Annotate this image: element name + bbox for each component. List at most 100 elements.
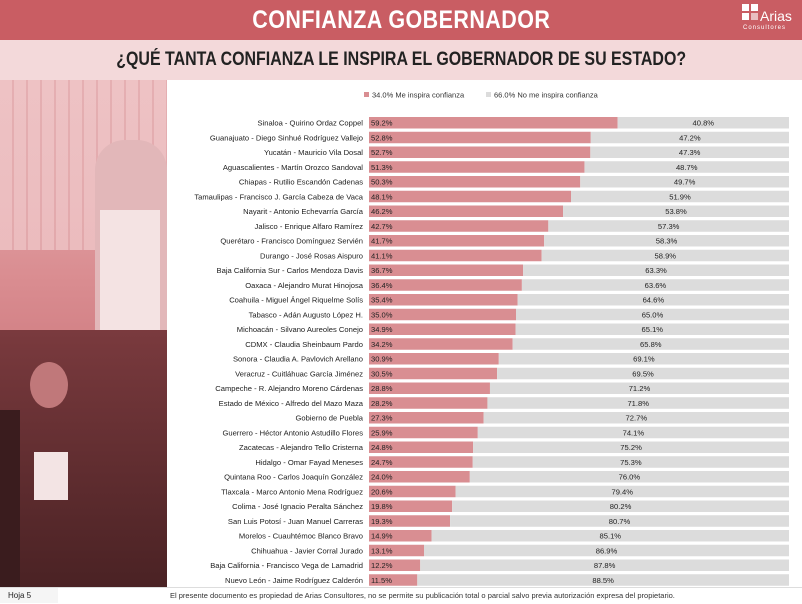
category-label: San Luis Potosí - Juan Manuel Carreras <box>228 517 363 526</box>
bar-no-inspira <box>571 190 789 203</box>
data-label-no-inspira: 85.1% <box>600 532 622 541</box>
bar-no-inspira <box>590 146 789 158</box>
data-label-inspira: 24.7% <box>371 458 393 467</box>
data-label-inspira: 13.1% <box>371 546 393 555</box>
data-label-inspira: 25.9% <box>371 428 393 437</box>
bar-inspira <box>369 530 432 542</box>
bar-no-inspira <box>563 205 789 217</box>
category-label: Morelos - Cuauhtémoc Blanco Bravo <box>239 532 363 541</box>
bar-no-inspira <box>497 367 789 380</box>
data-label-inspira: 34.2% <box>371 340 393 349</box>
legend-label-inspira: 34.0% Me inspira confianza <box>372 91 465 100</box>
category-label: Yucatán - Mauricio Vila Dosal <box>264 148 363 157</box>
data-label-no-inspira: 74.1% <box>623 428 645 437</box>
data-label-no-inspira: 72.7% <box>626 414 648 423</box>
data-label-inspira: 35.0% <box>371 310 393 319</box>
arias-logo: Arias Consultores <box>742 4 794 36</box>
data-label-inspira: 24.0% <box>371 473 393 482</box>
photo-figure <box>100 210 160 330</box>
bar-inspira <box>369 382 490 394</box>
data-label-inspira: 48.1% <box>371 192 393 201</box>
bar-inspira <box>369 294 518 306</box>
data-label-no-inspira: 69.5% <box>632 369 654 378</box>
photo-badge <box>34 452 68 500</box>
data-label-inspira: 28.8% <box>371 384 393 393</box>
data-label-inspira: 59.2% <box>371 119 393 128</box>
category-label: Jalisco - Enrique Alfaro Ramírez <box>255 222 364 231</box>
data-label-no-inspira: 40.8% <box>693 119 715 128</box>
category-label: Veracruz - Cuitláhuac García Jiménez <box>235 369 363 378</box>
data-label-inspira: 52.8% <box>371 133 393 142</box>
copyright-note: El presente documento es propiedad de Ar… <box>170 591 675 600</box>
footer: Hoja 5 El presente documento es propieda… <box>0 587 802 604</box>
bar-inspira <box>369 559 421 571</box>
bar-inspira <box>369 264 524 276</box>
bar-no-inspira <box>469 471 789 483</box>
data-label-no-inspira: 71.2% <box>629 384 651 393</box>
bar-inspira <box>369 500 453 512</box>
bar-no-inspira <box>580 176 789 188</box>
bar-no-inspira <box>512 338 789 350</box>
category-label: Guerrero - Héctor Antonio Astudillo Flor… <box>222 428 363 437</box>
bar-inspira <box>369 190 572 203</box>
bar-no-inspira <box>617 117 789 129</box>
survey-question: ¿QUÉ TANTA CONFIANZA LE INSPIRA EL GOBER… <box>116 49 686 70</box>
bar-inspira <box>369 544 425 557</box>
bar-no-inspira <box>544 235 789 247</box>
data-label-no-inspira: 86.9% <box>596 546 618 555</box>
data-label-no-inspira: 88.5% <box>592 576 614 585</box>
data-label-inspira: 36.7% <box>371 266 393 275</box>
data-label-inspira: 28.2% <box>371 399 393 408</box>
data-label-no-inspira: 63.6% <box>645 281 667 290</box>
data-label-inspira: 41.7% <box>371 237 393 246</box>
bar-no-inspira <box>548 220 789 232</box>
bar-no-inspira <box>455 485 789 498</box>
bar-no-inspira <box>431 530 789 542</box>
page-title: CONFIANZA GOBERNADOR <box>251 5 551 34</box>
bar-inspira <box>369 515 451 527</box>
data-label-no-inspira: 53.8% <box>665 207 687 216</box>
category-label: Nayarit - Antonio Echevarría García <box>243 207 364 216</box>
data-label-no-inspira: 47.2% <box>679 133 701 142</box>
bar-inspira <box>369 161 585 173</box>
bar-inspira <box>369 426 478 439</box>
photo-face <box>30 362 68 408</box>
data-label-inspira: 14.9% <box>371 532 393 541</box>
data-label-inspira: 30.5% <box>371 369 393 378</box>
bar-no-inspira <box>523 264 789 276</box>
bar-no-inspira <box>473 441 789 453</box>
data-label-no-inspira: 76.0% <box>619 473 641 482</box>
logo-subtitle: Consultores <box>743 25 787 31</box>
category-label: Colima - José Ignacio Peralta Sánchez <box>232 502 363 511</box>
bar-inspira <box>369 220 549 232</box>
category-label: Michoacán - Silvano Aureoles Conejo <box>237 325 363 334</box>
data-label-no-inspira: 75.2% <box>620 443 642 452</box>
data-label-no-inspira: 71.8% <box>627 399 649 408</box>
category-label: Chiapas - Rutilio Escandón Cadenas <box>239 178 363 187</box>
category-label: Aguascalientes - Martín Orozco Sandoval <box>223 163 363 172</box>
data-label-inspira: 12.2% <box>371 561 393 570</box>
bar-inspira <box>369 146 591 158</box>
data-label-inspira: 46.2% <box>371 207 393 216</box>
category-label: Baja California - Francisco Vega de Lama… <box>210 561 363 570</box>
bar-no-inspira <box>450 515 789 527</box>
data-label-no-inspira: 75.3% <box>620 458 642 467</box>
bar-no-inspira <box>584 161 789 173</box>
data-label-no-inspira: 65.0% <box>642 310 664 319</box>
bar-no-inspira <box>516 308 789 321</box>
bar-inspira <box>369 456 473 468</box>
bar-inspira <box>369 117 618 129</box>
category-label: Zacatecas - Alejandro Tello Cristerna <box>239 443 364 452</box>
bar-no-inspira <box>472 456 789 468</box>
data-label-no-inspira: 58.9% <box>655 251 677 260</box>
category-label: Nuevo León - Jaime Rodríguez Calderón <box>225 576 363 585</box>
bar-inspira <box>369 205 564 217</box>
bar-no-inspira <box>498 353 789 365</box>
data-label-inspira: 19.3% <box>371 517 393 526</box>
bar-inspira <box>369 412 484 424</box>
protest-photo <box>0 80 167 587</box>
logo-word: Arias <box>760 8 792 24</box>
category-label: Sonora - Claudia A. Pavlovich Arellano <box>233 355 363 364</box>
bar-no-inspira <box>590 131 789 144</box>
category-label: Oaxaca - Alejandro Murat Hinojosa <box>245 281 364 290</box>
